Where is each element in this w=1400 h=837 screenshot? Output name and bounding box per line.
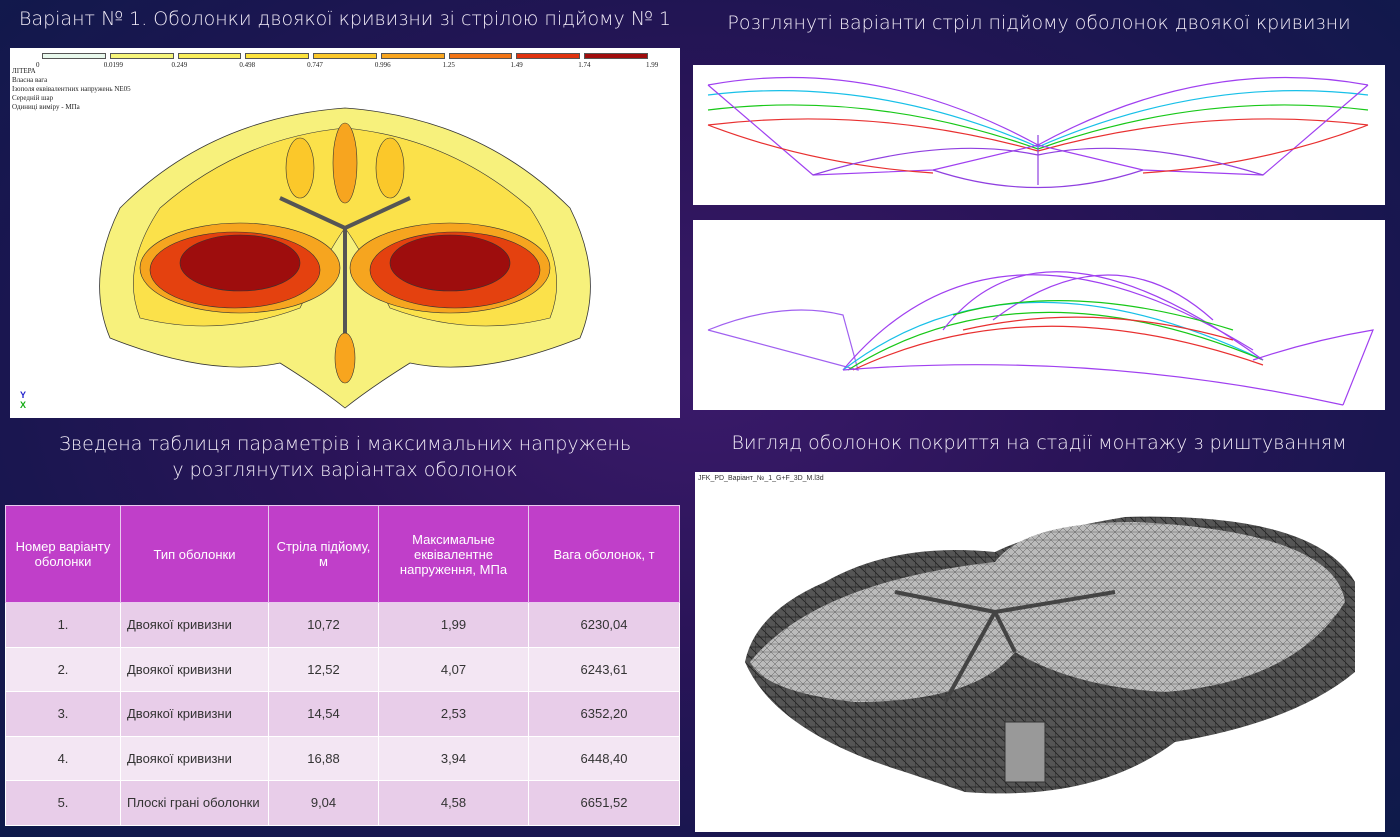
- contour-shape: [99, 107, 591, 409]
- table-cell: 3,94: [378, 735, 529, 781]
- table-cell: 2,53: [378, 691, 529, 737]
- table-cell: 6230,04: [528, 602, 680, 648]
- legend-swatch: [177, 53, 242, 59]
- legend-swatch: [313, 53, 377, 59]
- legend-swatch: [448, 53, 513, 59]
- legend-label: 0.249: [171, 61, 188, 69]
- legend-label: 1.99: [646, 61, 659, 69]
- table-cell: 2.: [5, 646, 121, 692]
- table-row: 1. Двоякої кривизни 10,72 1,99 6230,04: [5, 602, 680, 648]
- info-line: Одиниці виміру - МПа: [12, 103, 80, 111]
- color-legend: 0 0.0199 0.249 0.498 0.747 0.996 1.25 1.49 1.74 1…: [36, 53, 658, 69]
- table-cell: Двоякої кривизни: [120, 735, 269, 781]
- table-cell: 10,72: [268, 602, 379, 648]
- legend-label: 1.74: [578, 61, 591, 69]
- summary-table: Номер варіанту оболонки Тип оболонки Стр…: [5, 505, 680, 826]
- table-row: 5. Плоскі грані оболонки 9,04 4,58 6651,52: [5, 780, 680, 826]
- legend-swatch: [380, 53, 445, 59]
- table-cell: 4,58: [378, 780, 529, 826]
- rise-variants-front-view: [693, 65, 1385, 205]
- title-assembly-view: Вигляд оболонок покриття на стадії монта…: [731, 432, 1347, 454]
- table-cell: Двоякої кривизни: [120, 646, 269, 692]
- legend-label: 0: [36, 61, 40, 69]
- title-rise-variants: Розглянуті варіанти стріл підйому оболон…: [727, 12, 1351, 34]
- legend-label: 1.49: [510, 61, 523, 69]
- stress-contour-plot: 0 0.0199 0.249 0.498 0.747 0.996 1.25 1.49 1.74 1…: [10, 48, 680, 418]
- header-rise: Стріла підйому, м: [268, 505, 379, 603]
- table-cell: 4.: [5, 735, 121, 781]
- header-max-stress: Максимальне еквівалентне напруження, МПа: [378, 505, 529, 603]
- model-caption: JFK_PD_Варіант_№_1_G+F_3D_M.l3d: [698, 475, 824, 482]
- table-row: 4. Двоякої кривизни 16,88 3,94 6448,40: [5, 735, 680, 781]
- table-cell: 6243,61: [528, 646, 680, 692]
- table-cell: 6352,20: [528, 691, 680, 737]
- legend-label: 1.25: [442, 61, 455, 69]
- table-cell: 9,04: [268, 780, 379, 826]
- info-line: ЛІТЕРА: [12, 67, 36, 75]
- info-line: Середній шар: [12, 94, 54, 102]
- header-weight: Вага оболонок, т: [528, 505, 680, 603]
- legend-label: 0.747: [307, 61, 323, 69]
- table-cell: 12,52: [268, 646, 379, 692]
- header-shell-type: Тип оболонки: [120, 505, 269, 603]
- info-line: Власна вага: [12, 76, 48, 84]
- title-table-line1: Зведена таблиця параметрів і максимальни…: [58, 433, 632, 455]
- legend-label: 0.996: [374, 61, 391, 69]
- table-cell: Двоякої кривизни: [120, 602, 269, 648]
- legend-swatch: [109, 53, 174, 59]
- table-cell: 14,54: [268, 691, 379, 737]
- title-variant-1: Варіант № 1. Оболонки двоякої кривизни з…: [19, 8, 671, 30]
- table-cell: 1.: [5, 602, 121, 648]
- legend-swatch: [516, 53, 581, 59]
- legend-swatch: [584, 53, 648, 59]
- title-table-line2: у розглянутих варіантах оболонок: [172, 459, 518, 481]
- table-cell: Плоскі грані оболонки: [120, 780, 269, 826]
- table-cell: 3.: [5, 691, 121, 737]
- table-cell: Двоякої кривизни: [120, 691, 269, 737]
- table-row: 2. Двоякої кривизни 12,52 4,07 6243,61: [5, 646, 680, 692]
- shell-model: [745, 516, 1355, 794]
- table-cell: 1,99: [378, 602, 529, 648]
- table-row: 3. Двоякої кривизни 14,54 2,53 6352,20: [5, 691, 680, 737]
- legend-swatch: [42, 53, 106, 59]
- info-line: Ізополя еквівалентних напружень NE05: [12, 85, 131, 93]
- assembly-3d-view: JFK_PD_Варіант_№_1_G+F_3D_M.l3d: [695, 472, 1385, 832]
- table-cell: 16,88: [268, 735, 379, 781]
- table-cell: 5.: [5, 780, 121, 826]
- legend-swatch: [245, 53, 310, 59]
- plot-info: ЛІТЕРА Власна вага Ізополя еквівалентних…: [12, 67, 131, 112]
- rise-variants-side-view: [693, 220, 1385, 410]
- axis-x-label: X: [20, 400, 27, 410]
- legend-label: 0.498: [239, 61, 256, 69]
- table-cell: 4,07: [378, 646, 529, 692]
- axis-y-label: Y: [20, 390, 27, 400]
- header-variant-number: Номер варіанту оболонки: [5, 505, 121, 603]
- table-cell: 6448,40: [528, 735, 680, 781]
- table-cell: 6651,52: [528, 780, 680, 826]
- legend-label: 0.0199: [103, 61, 124, 69]
